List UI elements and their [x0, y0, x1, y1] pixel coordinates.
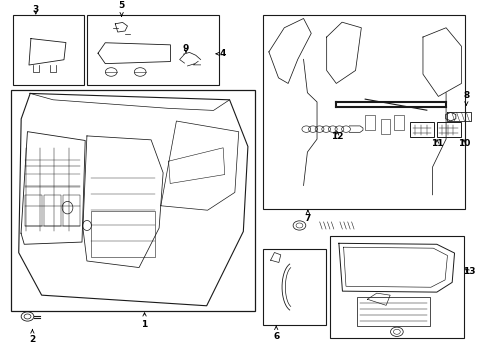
Text: 1: 1	[141, 313, 147, 329]
Bar	[380, 119, 389, 134]
Text: 7: 7	[304, 210, 310, 223]
Bar	[87, 15, 219, 85]
Text: 4: 4	[216, 49, 225, 58]
Text: 3: 3	[33, 5, 39, 14]
Bar	[63, 195, 80, 225]
Text: 13: 13	[462, 267, 474, 276]
Bar	[263, 249, 326, 325]
Bar	[91, 211, 155, 257]
Bar	[409, 122, 433, 137]
Bar	[356, 297, 429, 326]
Bar	[13, 15, 83, 85]
Bar	[11, 90, 255, 311]
Bar	[436, 122, 460, 137]
Text: 2: 2	[29, 329, 36, 344]
Text: 12: 12	[330, 132, 343, 141]
Bar	[365, 115, 374, 130]
Text: 6: 6	[272, 326, 279, 341]
Text: 9: 9	[183, 44, 189, 53]
Bar	[44, 195, 61, 225]
Text: 10: 10	[457, 139, 469, 148]
Text: 5: 5	[118, 1, 124, 16]
Bar	[393, 115, 403, 130]
Bar	[263, 15, 465, 210]
Text: 8: 8	[462, 91, 468, 105]
Bar	[329, 236, 463, 338]
Text: 11: 11	[430, 139, 443, 148]
Bar	[25, 195, 41, 225]
